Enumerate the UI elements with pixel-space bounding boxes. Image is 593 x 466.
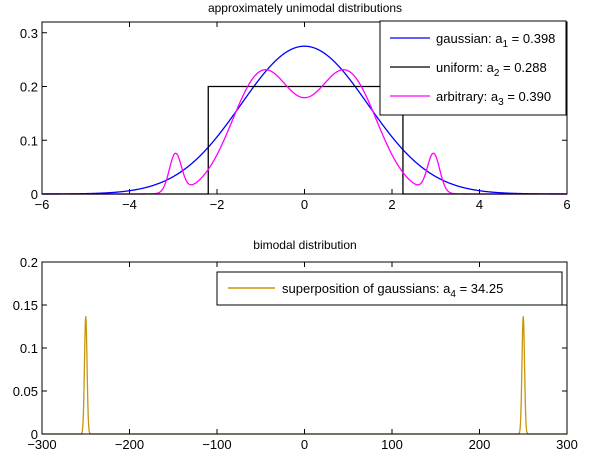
top-x-tick-label: 0 bbox=[301, 197, 308, 212]
bottom-y-tick-label: 0.05 bbox=[13, 384, 38, 399]
bottom-chart-title: bimodal distribution bbox=[253, 238, 356, 252]
bottom-x-tick-label: 200 bbox=[469, 437, 491, 452]
legend-label-arbitrary: arbitrary: a3 = 0.390 bbox=[436, 89, 551, 108]
top-x-tick-label: −4 bbox=[122, 197, 137, 212]
top-legend: gaussian: a1 = 0.398 uniform: a2 = 0.288… bbox=[379, 20, 567, 116]
top-x-tick-label: 2 bbox=[388, 197, 395, 212]
top-y-tick-label: 0.2 bbox=[20, 80, 38, 95]
legend-label-gaussian: gaussian: a1 = 0.398 bbox=[436, 31, 555, 50]
top-y-tick-label: 0.3 bbox=[20, 26, 38, 41]
bottom-plot-frame bbox=[41, 261, 568, 435]
top-y-tick-label: 0.1 bbox=[20, 133, 38, 148]
top-x-tick-label: 4 bbox=[476, 197, 483, 212]
bottom-x-tick-label: 300 bbox=[556, 437, 578, 452]
top-x-tick-label: 6 bbox=[563, 197, 570, 212]
legend-label-uniform: uniform: a2 = 0.288 bbox=[436, 60, 547, 79]
top-legend-box bbox=[379, 20, 567, 116]
bottom-y-tick-label: 0.15 bbox=[13, 298, 38, 313]
bottom-y-tick-label: 0.1 bbox=[20, 341, 38, 356]
bottom-y-tick-label: 0 bbox=[31, 427, 38, 442]
bottom-chart: bimodal distribution −300 −200 −100 0 100 200… bbox=[13, 238, 578, 452]
top-chart: approximately unimodal distributions −6 −… bbox=[20, 1, 571, 212]
bottom-legend: superposition of gaussians: a4 = 34.25 bbox=[216, 271, 563, 306]
bottom-x-tick-label: 0 bbox=[301, 437, 308, 452]
bottom-x-tick-label: 100 bbox=[381, 437, 403, 452]
top-x-tick-label: −6 bbox=[35, 197, 50, 212]
bottom-x-ticks: −300 −200 −100 0 100 200 300 bbox=[27, 262, 578, 452]
top-series-gaussian-line bbox=[42, 45, 567, 195]
bottom-x-tick-label: −100 bbox=[202, 437, 231, 452]
bottom-x-tick-label: −200 bbox=[115, 437, 144, 452]
top-y-tick-label: 0 bbox=[31, 187, 38, 202]
top-chart-title: approximately unimodal distributions bbox=[208, 1, 402, 15]
top-plot-frame bbox=[41, 21, 568, 195]
bottom-y-ticks: 0 0.05 0.1 0.15 0.2 bbox=[13, 255, 567, 442]
bottom-y-tick-label: 0.2 bbox=[20, 255, 38, 270]
legend-label-superposition: superposition of gaussians: a4 = 34.25 bbox=[282, 281, 503, 300]
top-x-tick-label: −2 bbox=[210, 197, 225, 212]
bottom-x-tick-label: −300 bbox=[27, 437, 56, 452]
